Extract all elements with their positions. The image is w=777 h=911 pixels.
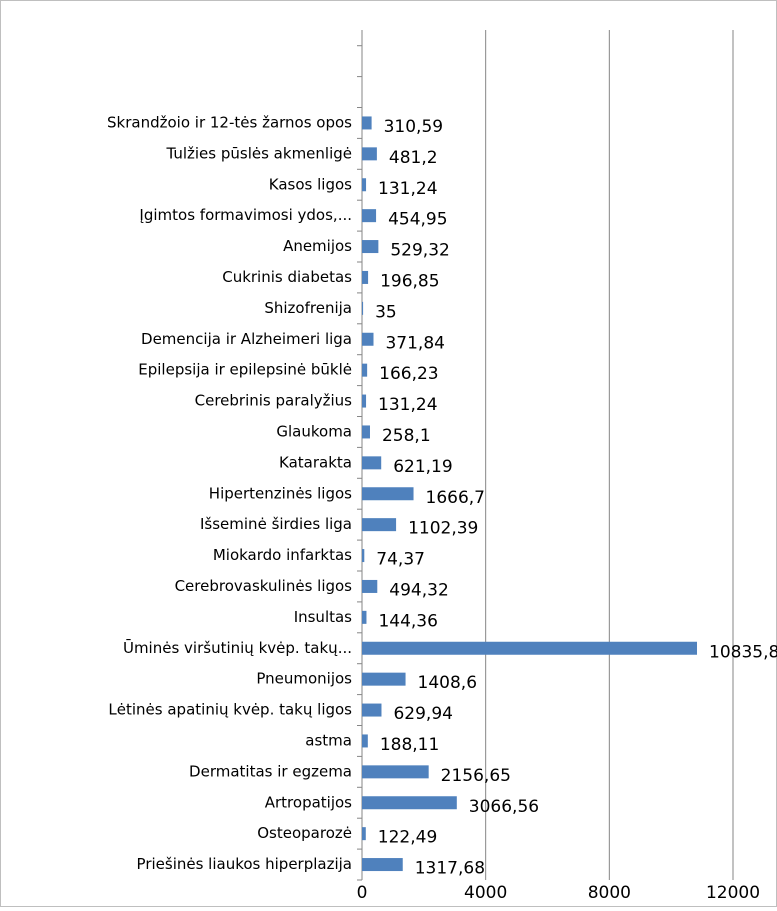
y-tick-label: Dermatitas ir egzema (189, 762, 352, 780)
value-label: 131,24 (378, 395, 437, 415)
bar (362, 147, 377, 161)
bar (362, 116, 372, 130)
value-label: 196,85 (380, 271, 439, 291)
bar (362, 270, 369, 284)
y-tick-label: Išseminė širdies liga (200, 515, 352, 533)
bar (362, 858, 403, 872)
bar (362, 549, 365, 563)
bar (362, 579, 378, 593)
bar (362, 518, 397, 532)
bar (362, 209, 377, 223)
bar (362, 240, 379, 254)
bar (362, 672, 406, 686)
value-label: 188,11 (380, 735, 439, 755)
x-tick-label: 8000 (588, 883, 631, 903)
value-label: 629,94 (393, 704, 452, 724)
y-tick-label: Glaukoma (276, 422, 352, 440)
y-tick-label: Epilepsija ir epilepsinė būklė (138, 361, 352, 379)
y-tick-label: Osteoparozė (257, 824, 352, 842)
value-label: 371,84 (385, 333, 444, 353)
y-tick-label: Ūminės viršutinių kvėp. takų... (123, 638, 352, 657)
bar (362, 456, 382, 470)
value-label: 35 (375, 302, 397, 322)
bar (362, 178, 367, 192)
bar (362, 703, 382, 717)
x-tick-label: 4000 (464, 883, 507, 903)
y-tick-label: Insultas (294, 608, 352, 626)
value-label: 454,95 (388, 210, 447, 230)
bar (362, 332, 374, 346)
value-label: 258,1 (382, 426, 431, 446)
value-label: 1408,6 (418, 673, 477, 693)
y-tick-label: Pneumonijos (256, 670, 352, 688)
y-tick-label: Miokardo infarktas (213, 546, 352, 564)
bar (362, 487, 414, 501)
value-label: 131,24 (378, 179, 437, 199)
value-label: 74,37 (376, 550, 425, 570)
value-label: 1317,68 (415, 859, 485, 879)
y-tick-label: Cukrinis diabetas (222, 268, 352, 286)
y-tick-label: Cerebrovaskulinės ligos (175, 577, 353, 595)
y-tick-label: Artropatijos (265, 793, 352, 811)
value-label: 10835,8 (709, 642, 777, 662)
y-tick-label: Lėtinės apatinių kvėp. takų ligos (108, 701, 352, 719)
y-tick-label: Demencija ir Alzheimeri liga (141, 330, 352, 348)
value-label: 481,2 (389, 148, 438, 168)
y-tick-label: Anemijos (283, 237, 352, 255)
value-label: 166,23 (379, 364, 438, 384)
value-label: 621,19 (393, 457, 452, 477)
y-tick-label: Katarakta (279, 453, 352, 471)
value-label: 2156,65 (441, 766, 511, 786)
bar (362, 425, 370, 439)
y-tick-label: Įgimtos formavimosi ydos,... (139, 206, 352, 224)
value-label: 3066,56 (469, 797, 539, 817)
value-label: 1102,39 (408, 519, 478, 539)
value-label: 494,32 (389, 580, 448, 600)
value-label: 1666,7 (426, 488, 485, 508)
bar (362, 796, 457, 810)
bar (362, 610, 367, 624)
value-label: 144,36 (378, 611, 437, 631)
bar (362, 641, 698, 655)
x-tick-label: 0 (357, 883, 368, 903)
y-tick-label: Shizofrenija (264, 299, 352, 317)
y-tick-label: Tulžies pūslės akmenligė (165, 144, 352, 162)
y-tick-label: astma (305, 731, 352, 749)
bar (362, 734, 368, 748)
bar (362, 363, 368, 377)
bar (362, 765, 429, 779)
y-tick-label: Kasos ligos (269, 175, 352, 193)
bar (362, 827, 366, 841)
bar (362, 394, 367, 408)
y-tick-label: Cerebrinis paralyžius (195, 392, 353, 410)
y-tick-label: Skrandžoio ir 12-tės žarnos opos (107, 113, 352, 131)
y-tick-label: Priešinės liaukos hiperplazija (137, 855, 352, 873)
x-tick-label: 12000 (706, 883, 760, 903)
value-label: 122,49 (378, 828, 437, 848)
bar (362, 301, 364, 315)
y-tick-label: Hipertenzinės ligos (209, 484, 352, 502)
value-label: 529,32 (390, 241, 449, 261)
value-label: 310,59 (384, 117, 443, 137)
